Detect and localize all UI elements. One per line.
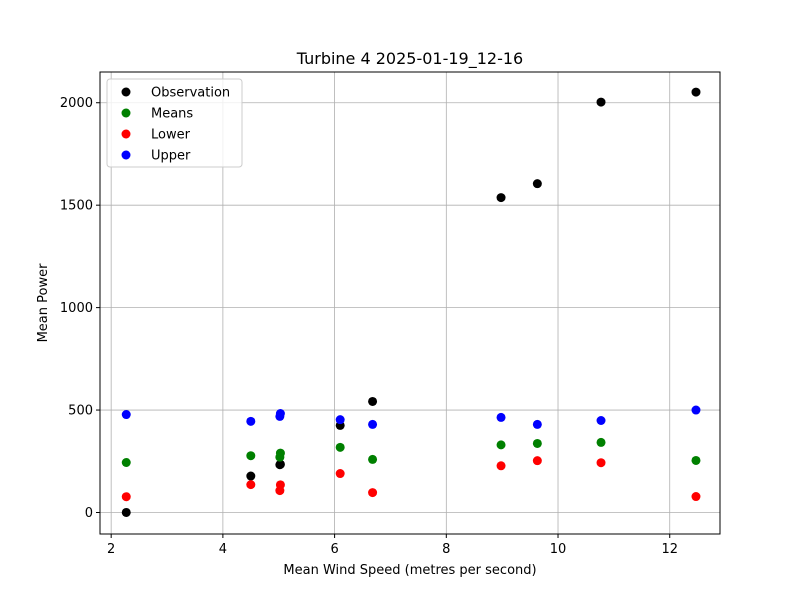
chart-title: Turbine 4 2025-01-19_12-16 [296,49,523,69]
observation-point [275,459,285,469]
observation-point [532,179,542,189]
upper-point [596,415,606,425]
legend-marker-observation [121,87,131,97]
means-point [368,454,378,464]
upper-point [532,419,542,429]
observation-point [596,97,606,107]
lower-point [246,480,256,490]
lower-point [596,458,606,468]
data-points [121,87,701,517]
y-tick-label: 1500 [60,199,93,214]
means-point [496,440,506,450]
x-axis-title: Mean Wind Speed (metres per second) [283,563,536,578]
lower-point [335,469,345,479]
y-tick-label: 500 [68,404,93,419]
legend-label-means: Means [151,107,193,122]
upper-point [496,412,506,422]
y-tick-label: 2000 [60,96,93,111]
axis-ticks: 2 4 6 8 10 12 0 500 1000 1500 2000 [60,96,678,557]
legend: Observation Means Lower Upper [106,78,243,168]
observation-point [691,87,701,97]
observation-point [496,193,506,203]
upper-point [246,416,256,426]
means-point [246,451,256,461]
x-tick-label: 4 [219,542,227,557]
legend-marker-means [121,108,131,118]
legend-label-lower: Lower [151,128,191,143]
x-tick-label: 8 [442,542,450,557]
means-point [532,438,542,448]
lower-point [691,492,701,502]
legend-marker-upper [121,150,131,160]
x-tick-label: 2 [107,542,115,557]
lower-point [121,492,131,502]
x-tick-label: 6 [330,542,338,557]
means-point [596,437,606,447]
legend-box [106,78,243,168]
legend-label-observation: Observation [151,86,230,101]
means-point [275,448,285,458]
observation-point [246,471,256,481]
means-point [691,455,701,465]
upper-point [368,419,378,429]
means-point [335,442,345,452]
plot-frame [99,71,721,535]
observation-point [121,507,131,517]
upper-point [335,415,345,425]
lower-point [496,461,506,471]
legend-marker-lower [121,129,131,139]
y-tick-label: 1000 [60,301,93,316]
means-point [121,457,131,467]
lower-point [275,480,285,490]
upper-point [691,405,701,415]
legend-label-upper: Upper [151,149,191,164]
y-tick-label: 0 [85,506,93,521]
upper-point [121,410,131,420]
y-axis-title: Mean Power [36,263,51,343]
x-tick-label: 10 [550,542,567,557]
observation-point [368,396,378,406]
upper-point [275,409,285,419]
lower-point [368,488,378,498]
x-tick-label: 12 [661,542,678,557]
lower-point [532,456,542,466]
